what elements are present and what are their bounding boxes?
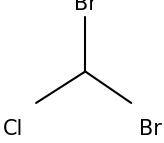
Text: Cl: Cl [3, 119, 23, 139]
Text: Br: Br [74, 0, 97, 14]
Text: Br: Br [139, 119, 162, 139]
